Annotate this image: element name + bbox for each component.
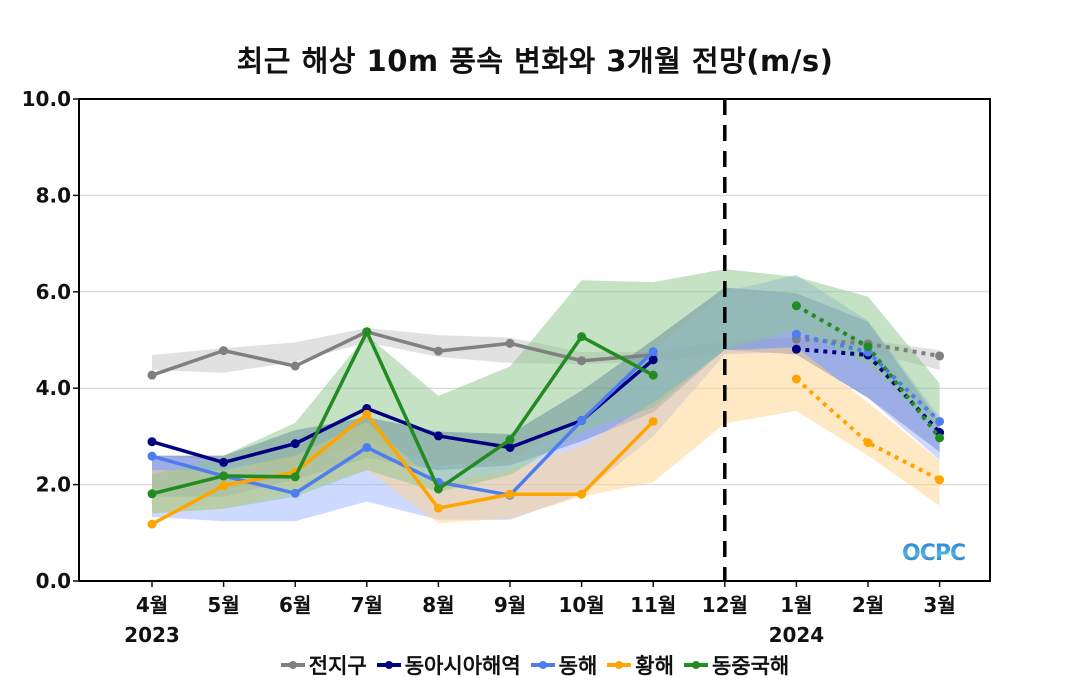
legend-item[interactable]: 황해 — [607, 650, 674, 680]
data-point — [505, 489, 515, 499]
observed-line — [151, 350, 655, 497]
x-tick-label: 7월 — [351, 593, 383, 617]
data-point — [147, 370, 157, 380]
data-point — [290, 472, 300, 482]
legend-label: 황해 — [635, 654, 674, 678]
x-tick-label: 10월 — [558, 593, 604, 617]
data-point — [290, 488, 300, 498]
data-point — [863, 342, 873, 352]
data-point — [433, 431, 443, 441]
y-tick-label: 4.0 — [36, 376, 71, 400]
band-5 — [152, 269, 940, 514]
chart-title: 최근 해상 10m 풍속 변화와 3개월 전망(m/s) — [236, 44, 834, 78]
legend: 전지구 동아시아해역 동해 황해 동중국해 — [0, 650, 1070, 680]
y-tick-label: 2.0 — [36, 473, 71, 497]
data-point — [648, 416, 658, 426]
legend-line-marker-icon — [683, 661, 708, 669]
plot-border — [78, 98, 991, 582]
legend-item[interactable]: 동해 — [530, 650, 598, 680]
legend-item[interactable]: 동아시아해역 — [376, 650, 521, 680]
data-point — [577, 415, 587, 425]
data-point — [362, 327, 372, 337]
legend-label: 동아시아해역 — [404, 654, 521, 678]
data-point — [219, 481, 229, 491]
data-point — [648, 347, 658, 357]
legend-label: 동중국해 — [711, 654, 790, 678]
legend-line-marker-icon — [607, 661, 632, 669]
ocpc-logo: OCPC — [902, 541, 966, 566]
data-point — [505, 435, 515, 445]
data-point — [505, 338, 515, 348]
x-tick-label: 9월 — [494, 593, 526, 617]
data-point — [577, 489, 587, 499]
x-tick-label: 12월 — [702, 593, 748, 617]
legend-line-marker-icon — [530, 661, 555, 669]
observed-line — [151, 330, 655, 496]
x-tick-label: 11월 — [630, 593, 676, 617]
observed-line — [151, 330, 654, 377]
plot-frame — [78, 98, 991, 582]
x-tick-label: 1월 — [780, 593, 812, 617]
data-point — [362, 442, 372, 452]
data-point — [935, 416, 945, 426]
y-tick-label: 6.0 — [36, 280, 71, 304]
data-point — [791, 301, 801, 311]
data-point — [219, 346, 229, 356]
legend-line-marker-icon — [280, 661, 305, 669]
data-point — [791, 329, 801, 339]
data-point — [219, 457, 229, 467]
data-point — [791, 374, 801, 384]
series-4 — [147, 374, 945, 529]
data-point — [863, 438, 873, 448]
legend-item[interactable]: 전지구 — [280, 650, 367, 680]
data-point — [648, 370, 658, 380]
x-tick-label: 3월 — [923, 593, 955, 617]
data-point — [577, 356, 587, 366]
data-point — [935, 475, 945, 485]
data-point — [219, 471, 229, 481]
data-point — [791, 344, 801, 354]
series-lines — [147, 301, 945, 529]
observed-line — [151, 358, 655, 465]
year-label: 2023 — [124, 623, 180, 647]
data-point — [290, 439, 300, 449]
data-point — [147, 489, 157, 499]
legend-line-marker-icon — [376, 661, 401, 669]
y-axis-ticks: 0.0 2.0 4.0 6.0 8.0 10.0 — [22, 87, 79, 593]
year-label: 2024 — [769, 623, 825, 647]
observed-line — [151, 412, 655, 526]
series-5 — [147, 301, 945, 499]
y-tick-label: 0.0 — [36, 569, 71, 593]
x-tick-label: 5월 — [207, 593, 239, 617]
x-tick-label: 4월 — [136, 593, 168, 617]
x-tick-label: 8월 — [422, 593, 454, 617]
data-point — [577, 332, 587, 342]
forecast-line — [796, 337, 940, 358]
x-tick-label: 6월 — [279, 593, 311, 617]
data-point — [433, 346, 443, 356]
legend-item[interactable]: 동중국해 — [683, 650, 790, 680]
data-point — [648, 355, 658, 365]
data-point — [935, 433, 945, 443]
data-point — [935, 351, 945, 361]
x-tick-label: 2월 — [852, 593, 884, 617]
data-point — [147, 451, 157, 461]
y-tick-label: 8.0 — [36, 183, 71, 207]
data-point — [147, 519, 157, 529]
legend-label: 전지구 — [308, 654, 367, 678]
data-point — [290, 361, 300, 371]
series-2 — [147, 344, 945, 467]
data-point — [362, 409, 372, 419]
data-point — [147, 437, 157, 447]
x-axis-ticks: 4월 5월 6월 7월 8월 9월 10월 11월 12월 1월 2월 3월 2023 2024 — [124, 581, 956, 647]
data-point — [433, 484, 443, 494]
band-4 — [152, 347, 940, 524]
y-tick-label: 10.0 — [22, 87, 71, 111]
data-point — [433, 503, 443, 513]
data-point — [505, 442, 515, 452]
legend-label: 동해 — [558, 654, 598, 678]
